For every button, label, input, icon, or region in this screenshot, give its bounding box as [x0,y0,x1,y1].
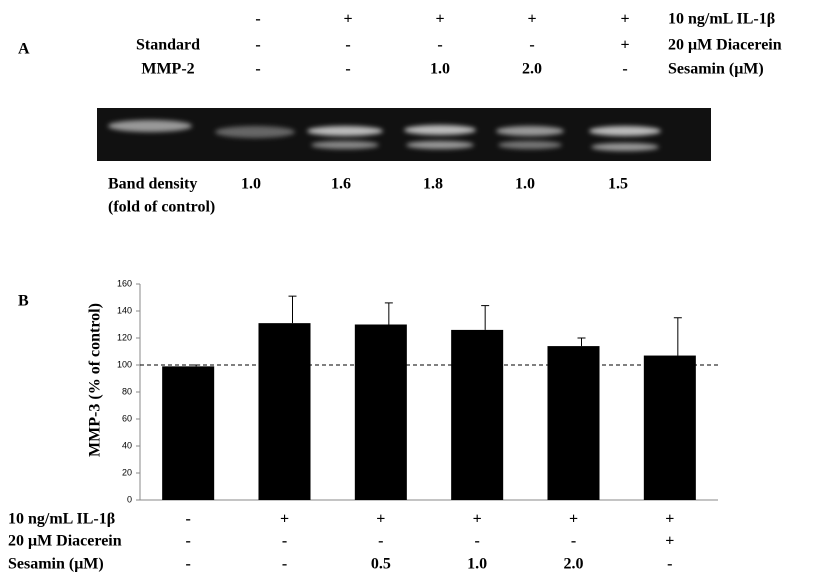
condition-value: + [569,511,578,528]
condition-value: - [571,533,576,550]
condition-value: 2.0 [522,61,542,78]
condition-value: 2.0 [564,556,584,573]
y-axis-title: MMP-3 (% of control) [87,303,104,457]
band-density-label: Band density [108,176,197,193]
y-tick-label: 20 [122,467,132,477]
condition-value: - [186,556,191,573]
bar [258,323,310,500]
condition-value: - [475,533,480,550]
band-density: 1.5 [608,176,628,193]
standard-label: Standard [136,37,200,54]
standard-label: MMP-2 [141,61,194,78]
condition-label: Sesamin (μM) [8,556,104,573]
condition-value: - [255,61,260,78]
condition-value: + [343,11,352,28]
condition-value: - [345,61,350,78]
condition-value: + [620,37,629,54]
band-density: 1.8 [423,176,443,193]
condition-value: - [186,533,191,550]
y-tick-label: 120 [117,332,132,342]
condition-value: - [667,556,672,573]
condition-value: - [345,37,350,54]
y-tick-label: 100 [117,359,132,369]
panel-label: A [18,41,30,58]
condition-value: - [255,37,260,54]
y-tick-label: 140 [117,305,132,315]
condition-value: 1.0 [467,556,487,573]
condition-value: + [376,511,385,528]
condition-value: 1.0 [430,61,450,78]
bar [162,366,214,500]
band-density: 1.0 [241,176,261,193]
condition-value: - [437,37,442,54]
y-tick-label: 0 [127,494,132,504]
bar [451,330,503,500]
band-density: 1.0 [515,176,535,193]
y-tick-label: 40 [122,440,132,450]
condition-value: - [622,61,627,78]
condition-label: 10 ng/mL IL-1β [8,511,115,528]
condition-label: 20 μM Diacerein [8,533,122,550]
band-density-label: (fold of control) [108,199,215,216]
condition-label: Sesamin (μM) [668,61,764,78]
condition-value: + [527,11,536,28]
condition-value: + [620,11,629,28]
condition-value: - [529,37,534,54]
condition-value: - [255,11,260,28]
condition-value: + [473,511,482,528]
condition-value: - [282,556,287,573]
condition-value: + [665,511,674,528]
band-density: 1.6 [331,176,351,193]
gel-image [97,108,711,161]
condition-value: - [378,533,383,550]
y-tick-label: 160 [117,278,132,288]
condition-value: + [280,511,289,528]
panel-label: B [18,293,29,310]
condition-label: 20 μM Diacerein [668,37,782,54]
condition-value: - [282,533,287,550]
condition-value: + [665,533,674,550]
condition-value: - [186,511,191,528]
bar [547,346,599,500]
y-tick-label: 80 [122,386,132,396]
y-tick-label: 60 [122,413,132,423]
figure: A Standard MMP-2 Band density (fold of c… [0,0,815,574]
condition-value: 0.5 [371,556,391,573]
bar [355,325,407,501]
bar [644,356,696,500]
condition-label: 10 ng/mL IL-1β [668,11,775,28]
condition-value: + [435,11,444,28]
